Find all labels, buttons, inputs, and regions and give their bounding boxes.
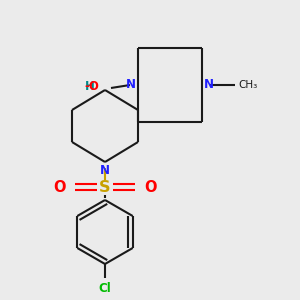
Text: N: N (204, 79, 214, 92)
Text: N: N (100, 164, 110, 177)
Text: -O: -O (84, 80, 99, 94)
Text: CH₃: CH₃ (238, 80, 257, 90)
Text: O: O (144, 179, 157, 194)
Text: H: H (85, 80, 95, 94)
Text: S: S (99, 179, 111, 194)
Text: Cl: Cl (99, 282, 111, 295)
Text: N: N (126, 79, 136, 92)
Text: O: O (53, 179, 66, 194)
